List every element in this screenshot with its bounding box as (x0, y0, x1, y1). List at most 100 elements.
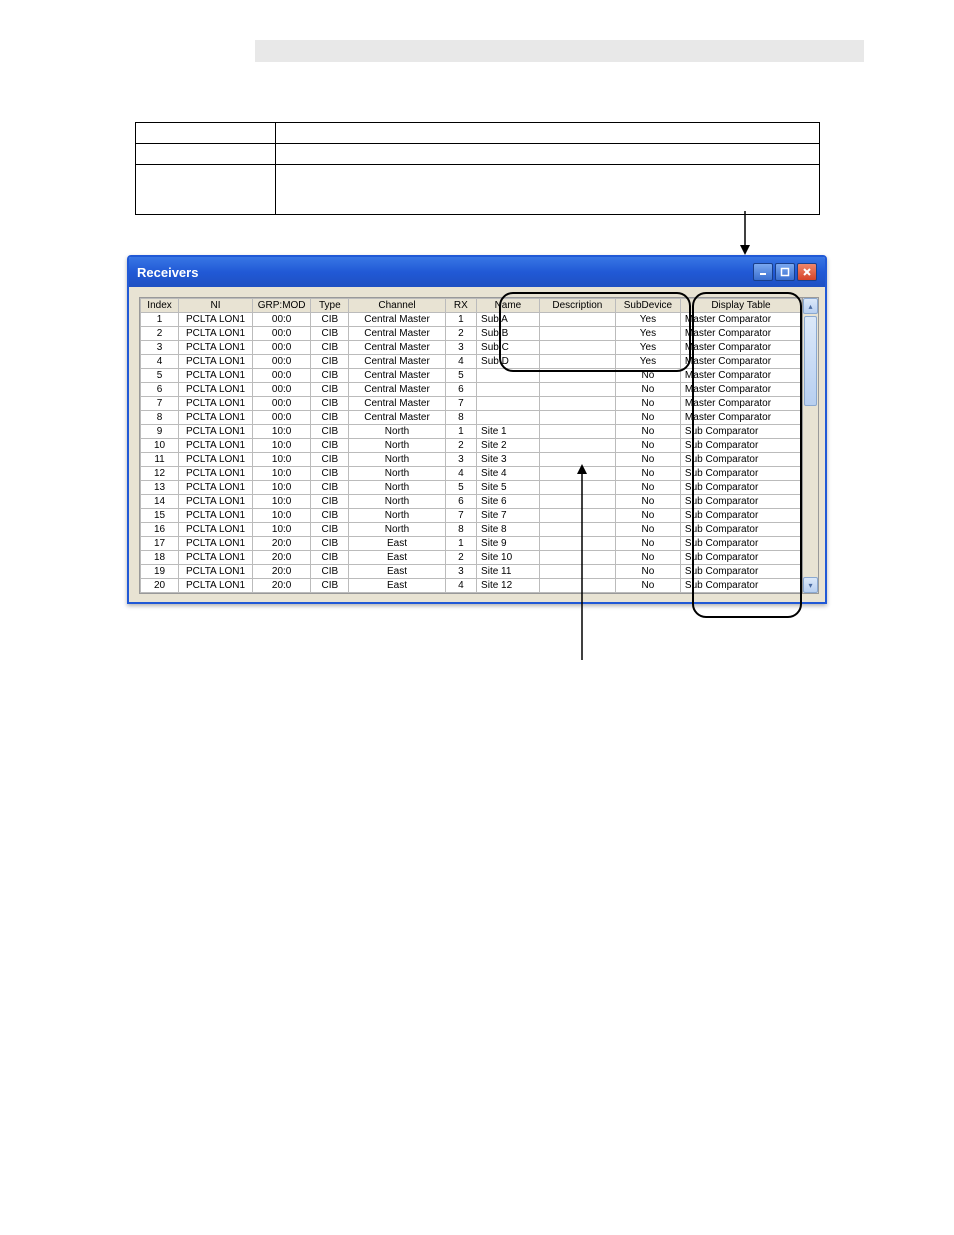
cell-name[interactable]: Site 6 (477, 495, 540, 509)
cell-subd[interactable]: Yes (615, 341, 680, 355)
cell-grp[interactable]: 00:0 (253, 369, 311, 383)
cell-grp[interactable]: 20:0 (253, 551, 311, 565)
cell-disp[interactable]: Master Comparator (680, 411, 801, 425)
table-row[interactable]: 11PCLTA LON110:0CIBNorth3Site 3NoSub Com… (141, 453, 802, 467)
cell-rx[interactable]: 2 (445, 327, 476, 341)
cell-disp[interactable]: Master Comparator (680, 355, 801, 369)
cell-desc[interactable] (539, 537, 615, 551)
cell-subd[interactable]: No (615, 397, 680, 411)
cell-name[interactable]: Sub C (477, 341, 540, 355)
cell-chan[interactable]: Central Master (349, 369, 445, 383)
cell-name[interactable]: Site 5 (477, 481, 540, 495)
cell-type[interactable]: CIB (311, 565, 349, 579)
cell-idx[interactable]: 14 (141, 495, 179, 509)
cell-desc[interactable] (539, 495, 615, 509)
cell-grp[interactable]: 10:0 (253, 523, 311, 537)
cell-desc[interactable] (539, 383, 615, 397)
cell-desc[interactable] (539, 369, 615, 383)
table-row[interactable]: 1PCLTA LON100:0CIBCentral Master1Sub AYe… (141, 313, 802, 327)
cell-ni[interactable]: PCLTA LON1 (179, 467, 253, 481)
table-row[interactable]: 16PCLTA LON110:0CIBNorth8Site 8NoSub Com… (141, 523, 802, 537)
cell-idx[interactable]: 7 (141, 397, 179, 411)
close-button[interactable] (797, 263, 817, 281)
cell-idx[interactable]: 15 (141, 509, 179, 523)
cell-rx[interactable]: 3 (445, 453, 476, 467)
cell-chan[interactable]: North (349, 425, 445, 439)
cell-rx[interactable]: 4 (445, 467, 476, 481)
cell-ni[interactable]: PCLTA LON1 (179, 509, 253, 523)
cell-subd[interactable]: Yes (615, 327, 680, 341)
cell-chan[interactable]: Central Master (349, 355, 445, 369)
cell-type[interactable]: CIB (311, 481, 349, 495)
cell-desc[interactable] (539, 397, 615, 411)
cell-ni[interactable]: PCLTA LON1 (179, 481, 253, 495)
table-row[interactable]: 10PCLTA LON110:0CIBNorth2Site 2NoSub Com… (141, 439, 802, 453)
cell-type[interactable]: CIB (311, 369, 349, 383)
cell-desc[interactable] (539, 523, 615, 537)
cell-subd[interactable]: No (615, 467, 680, 481)
cell-subd[interactable]: No (615, 565, 680, 579)
window-titlebar[interactable]: Receivers (129, 257, 825, 287)
cell-idx[interactable]: 19 (141, 565, 179, 579)
cell-subd[interactable]: No (615, 453, 680, 467)
table-row[interactable]: 12PCLTA LON110:0CIBNorth4Site 4NoSub Com… (141, 467, 802, 481)
maximize-button[interactable] (775, 263, 795, 281)
cell-type[interactable]: CIB (311, 509, 349, 523)
column-header[interactable]: Description (539, 299, 615, 313)
column-header[interactable]: NI (179, 299, 253, 313)
cell-desc[interactable] (539, 355, 615, 369)
cell-idx[interactable]: 17 (141, 537, 179, 551)
cell-type[interactable]: CIB (311, 453, 349, 467)
cell-idx[interactable]: 11 (141, 453, 179, 467)
cell-chan[interactable]: East (349, 565, 445, 579)
cell-subd[interactable]: No (615, 481, 680, 495)
table-row[interactable]: 14PCLTA LON110:0CIBNorth6Site 6NoSub Com… (141, 495, 802, 509)
cell-name[interactable]: Site 11 (477, 565, 540, 579)
cell-disp[interactable]: Sub Comparator (680, 579, 801, 593)
table-row[interactable]: 2PCLTA LON100:0CIBCentral Master2Sub BYe… (141, 327, 802, 341)
cell-ni[interactable]: PCLTA LON1 (179, 369, 253, 383)
cell-disp[interactable]: Sub Comparator (680, 523, 801, 537)
cell-rx[interactable]: 1 (445, 313, 476, 327)
cell-subd[interactable]: No (615, 537, 680, 551)
cell-name[interactable]: Sub A (477, 313, 540, 327)
cell-rx[interactable]: 6 (445, 383, 476, 397)
cell-idx[interactable]: 8 (141, 411, 179, 425)
cell-subd[interactable]: No (615, 551, 680, 565)
cell-chan[interactable]: Central Master (349, 411, 445, 425)
cell-disp[interactable]: Sub Comparator (680, 537, 801, 551)
cell-idx[interactable]: 10 (141, 439, 179, 453)
receivers-grid[interactable]: IndexNIGRP:MODTypeChannelRXNameDescripti… (139, 297, 803, 594)
cell-ni[interactable]: PCLTA LON1 (179, 355, 253, 369)
cell-chan[interactable]: North (349, 467, 445, 481)
cell-rx[interactable]: 7 (445, 397, 476, 411)
cell-name[interactable]: Sub B (477, 327, 540, 341)
cell-idx[interactable]: 9 (141, 425, 179, 439)
cell-rx[interactable]: 5 (445, 369, 476, 383)
minimize-button[interactable] (753, 263, 773, 281)
cell-subd[interactable]: No (615, 579, 680, 593)
cell-grp[interactable]: 00:0 (253, 383, 311, 397)
cell-rx[interactable]: 2 (445, 439, 476, 453)
cell-type[interactable]: CIB (311, 313, 349, 327)
cell-rx[interactable]: 8 (445, 523, 476, 537)
cell-desc[interactable] (539, 341, 615, 355)
cell-rx[interactable]: 6 (445, 495, 476, 509)
table-row[interactable]: 9PCLTA LON110:0CIBNorth1Site 1NoSub Comp… (141, 425, 802, 439)
cell-grp[interactable]: 00:0 (253, 327, 311, 341)
cell-chan[interactable]: North (349, 523, 445, 537)
cell-grp[interactable]: 10:0 (253, 509, 311, 523)
cell-desc[interactable] (539, 411, 615, 425)
cell-chan[interactable]: East (349, 579, 445, 593)
cell-ni[interactable]: PCLTA LON1 (179, 579, 253, 593)
cell-idx[interactable]: 5 (141, 369, 179, 383)
cell-ni[interactable]: PCLTA LON1 (179, 313, 253, 327)
cell-rx[interactable]: 4 (445, 355, 476, 369)
cell-type[interactable]: CIB (311, 383, 349, 397)
cell-ni[interactable]: PCLTA LON1 (179, 383, 253, 397)
cell-chan[interactable]: North (349, 439, 445, 453)
table-row[interactable]: 7PCLTA LON100:0CIBCentral Master7NoMaste… (141, 397, 802, 411)
cell-desc[interactable] (539, 439, 615, 453)
column-header[interactable]: Channel (349, 299, 445, 313)
cell-name[interactable] (477, 397, 540, 411)
